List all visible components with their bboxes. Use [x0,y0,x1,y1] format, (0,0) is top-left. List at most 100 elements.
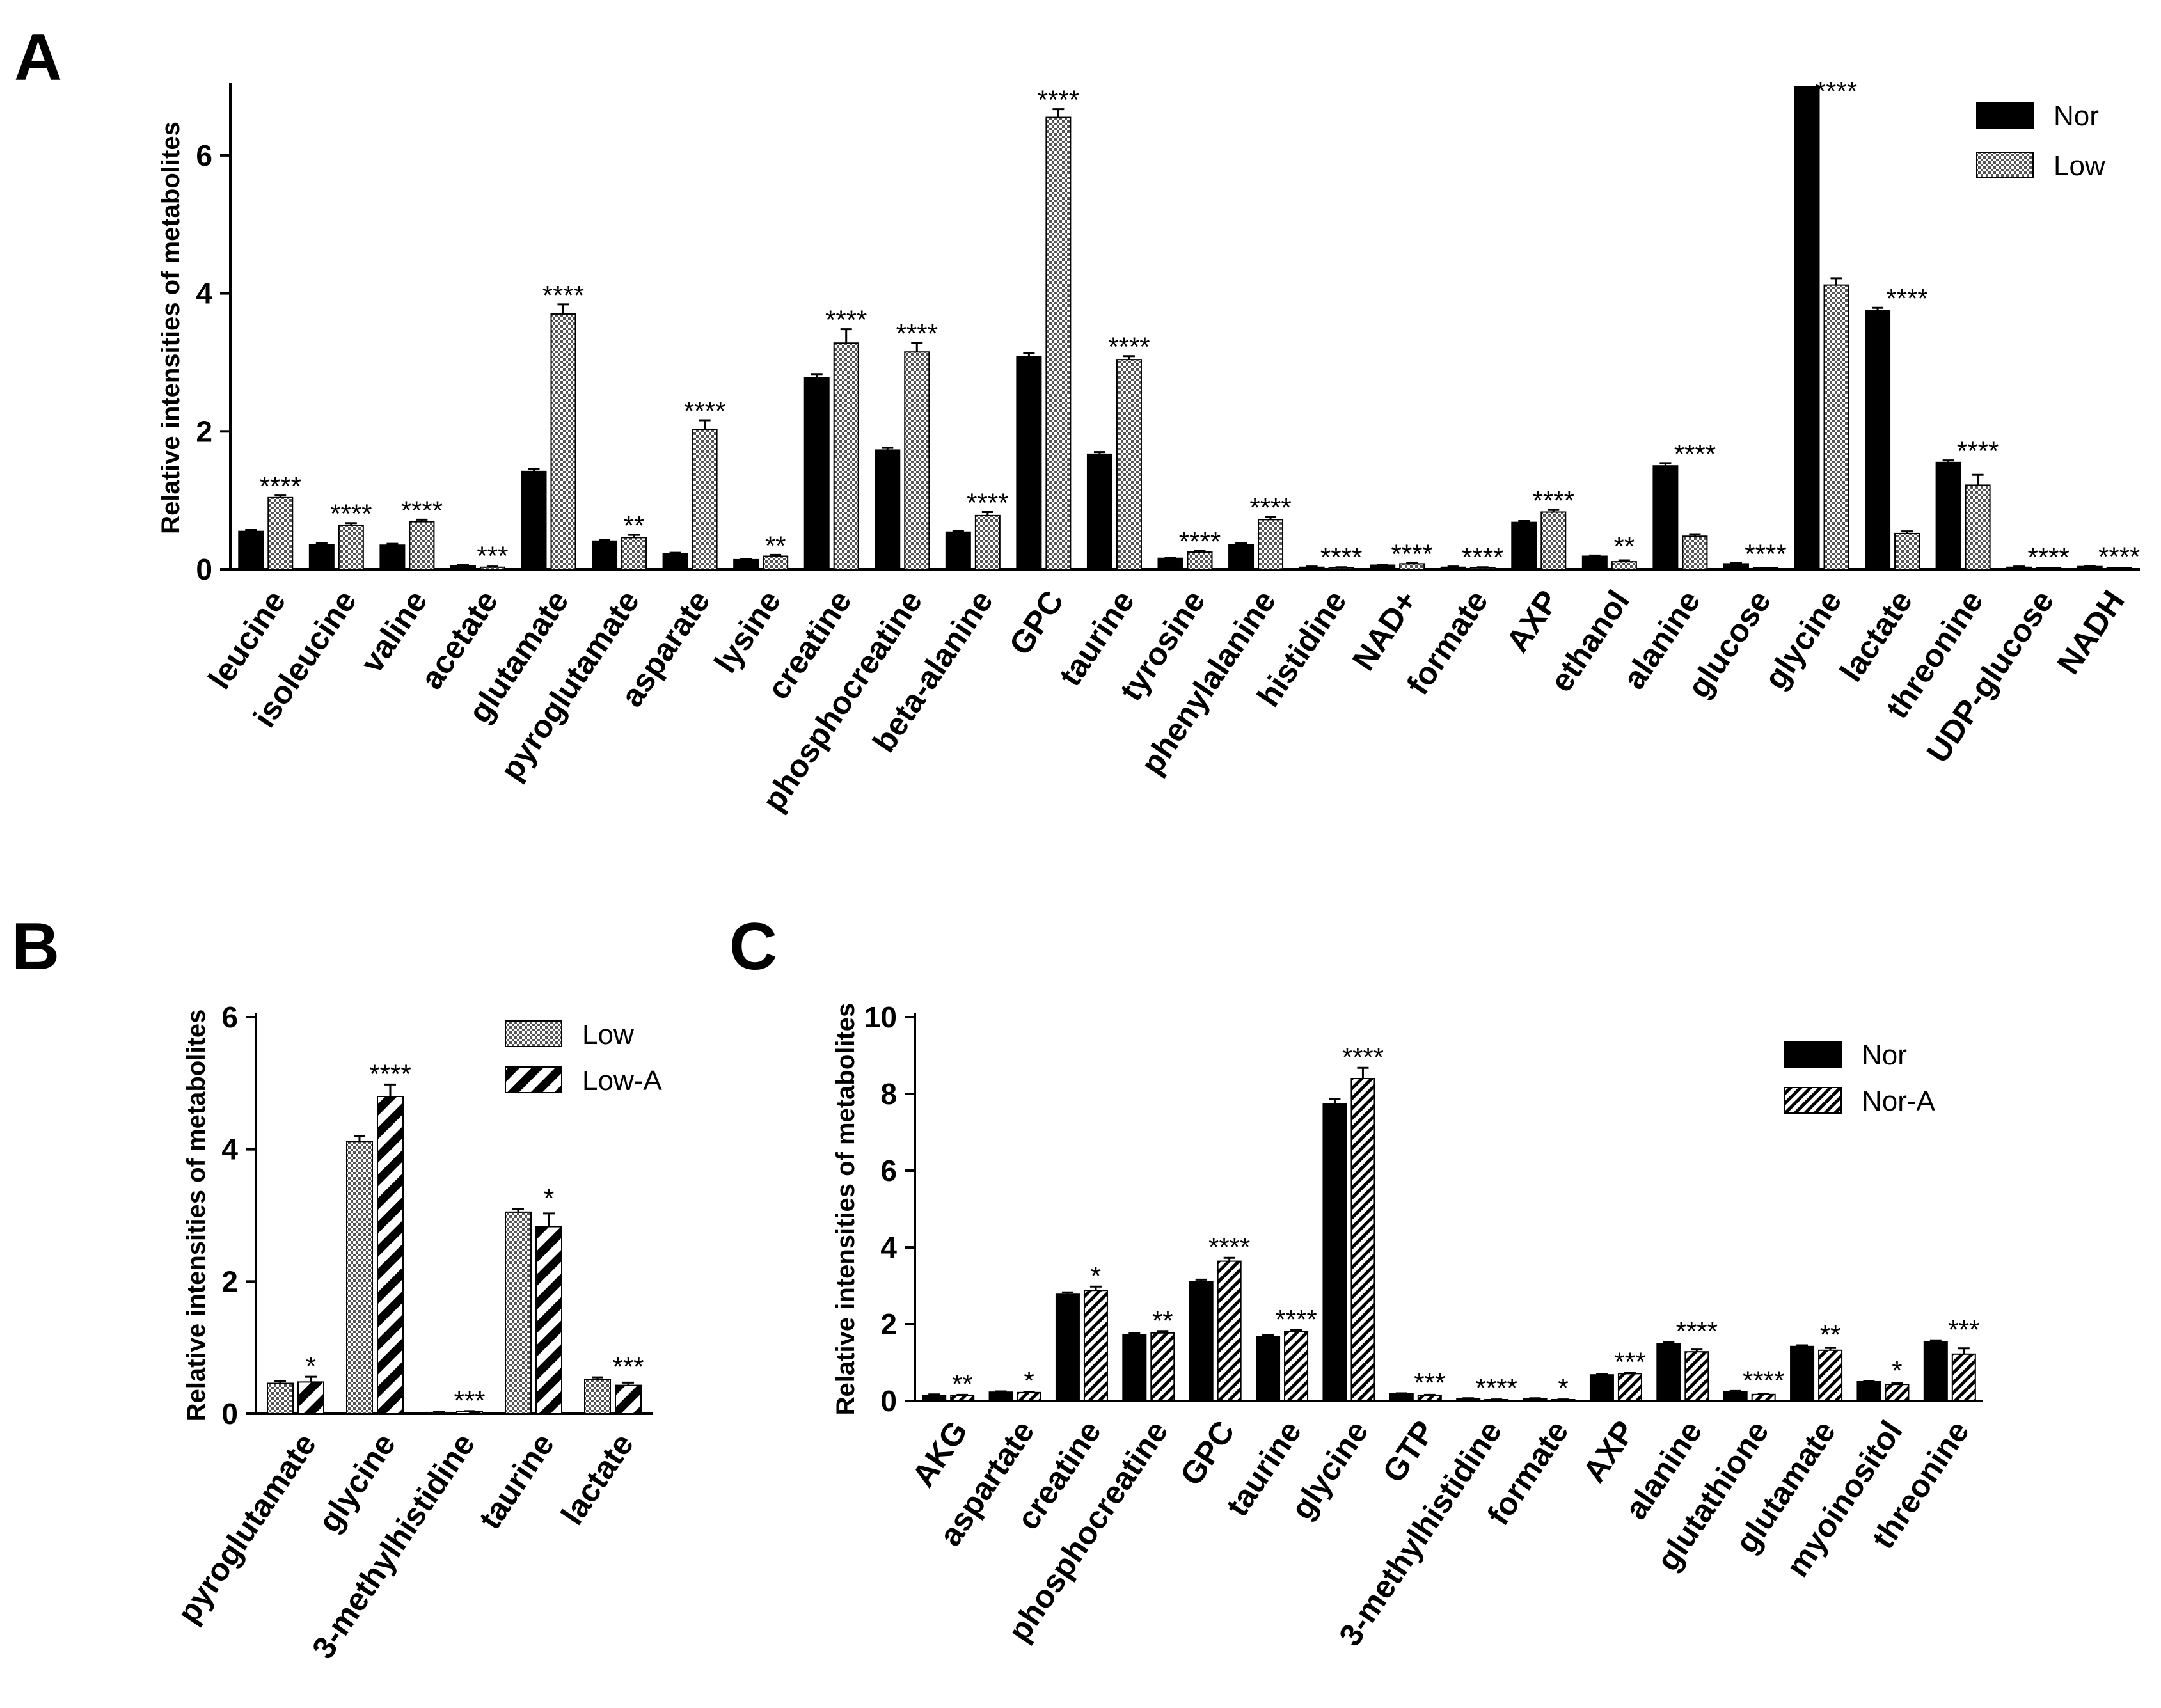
panel-c-significance-myoinositol: * [1892,1356,1902,1386]
panel-a-bar-low-leucine [267,496,294,570]
panel-a-bar-low-alanine [1682,535,1708,571]
panel-b-bar-low-a-pyroglutamate [297,1381,324,1414]
panel-c-ytick-label: 6 [880,1154,897,1187]
panel-a-bar-nor-leucine [238,530,264,571]
panel-c-bar-nor-aspartate [988,1391,1013,1402]
panel-c-bar-nor-akg [922,1395,947,1402]
panel-a-significance-ethanol: ** [1613,531,1635,561]
panel-c-bar-nor-glycine [1322,1103,1347,1402]
panel-c-significance-aspartate: * [1024,1366,1034,1396]
panel-a-bar-low-beta-alanine [974,514,1001,570]
panel-a-bar-nor-phosphocreatine [875,449,901,571]
panel-a-significance-beta-alanine: **** [967,487,1008,518]
panel-a-bar-low-valine [409,521,435,570]
panel-a-bar-nor-axp [1511,521,1537,571]
panel-b-category-3-methylhistidine: 3-methylhistidine [305,1427,482,1665]
panel-b-letter: B [12,910,59,984]
panel-b-significance-glycine: **** [369,1059,411,1089]
panel-c-bar-nor-gpc [1189,1281,1214,1402]
panel-b-bar-low-a-glycine [377,1096,404,1414]
panel-a-significance-axp: **** [1533,486,1574,516]
panel-c-bar-nor-taurine [1256,1336,1281,1402]
panel-a-significance-creatine: **** [825,305,867,335]
panel-a-plot: 0 2 4 6 Relative intensities of metabolites *… [157,76,2140,818]
panel-b-category-pyroglutamate: pyroglutamate [170,1427,323,1630]
panel-c-bar-nor-axp [1589,1374,1614,1402]
panel-c-category-akg: AKG [905,1414,975,1493]
panel-c-ytick-label: 0 [880,1384,897,1418]
panel-a-significance-threonine: **** [1957,436,1999,466]
panel-c-significance-axp: *** [1614,1347,1645,1377]
panel-a-significance-isoleucine: **** [330,499,372,529]
panel-a-significance-leucine: **** [260,471,301,502]
panel-c-legend-swatch-nor [1784,1041,1842,1068]
panel-a-significance-gpc: **** [1038,85,1079,115]
panel-a-bar-nor-asparate [662,553,688,571]
panel-a-significance-phosphocreatine: **** [896,319,938,349]
panel-a-bar-nor-threonine [1935,461,1961,570]
panel-c-significance-gpc: **** [1208,1232,1250,1262]
panel-c-significance-glutamate: ** [1820,1320,1841,1350]
panel-a-significance-histidine: **** [1320,542,1362,573]
panel-a-significance-lysine: ** [765,530,786,560]
panel-a-bar-low-nadh [2106,567,2132,570]
panel-a-bar-low-isoleucine [338,524,364,571]
panel-a-legend-label-nor: Nor [2054,100,2099,132]
panel-c-significance-alanine: **** [1676,1317,1718,1347]
panel-a-significance-glycine: **** [1816,76,1857,106]
panel-a-bar-nor-glutamate [521,470,547,570]
panel-b-ytick-label: 0 [221,1397,238,1430]
panel-b-bar-low-lactate [584,1379,611,1414]
panel-a-significance-alanine: **** [1674,439,1716,469]
panel-a-bar-low-phenylalanine [1258,519,1284,570]
panel-a-significance-nad: **** [1391,539,1432,569]
panel-c-bar-nor-a-gpc [1217,1260,1242,1402]
panel-c-legend-swatch-nor-a [1784,1087,1842,1114]
panel-c-bar-nor-myoinositol [1856,1381,1881,1402]
panel-a-category-nadh: NADH [2050,584,2132,681]
panel-a-bar-nor-phenylalanine [1228,544,1255,571]
panel-c-bar-nor-creatine [1055,1293,1080,1402]
panel-a-ytick-label: 6 [196,139,212,172]
panel-c-ytick-label: 2 [880,1308,897,1341]
panel-b-ytick-label: 4 [221,1133,238,1166]
panel-c-category-gtp: GTP [1375,1414,1442,1489]
panel-a-y-label: Relative intensities of metabolites [157,122,185,534]
panel-b-bar-low-pyroglutamate [267,1382,294,1414]
panel-c-significance-creatine: * [1091,1261,1101,1291]
panel-c-bar-nor-a-myoinositol [1885,1384,1910,1402]
panel-a-bar-low-lactate [1894,532,1920,571]
panel-a-bar-low-glutamate [550,313,576,570]
panel-b-significance-pyroglutamate: * [306,1351,316,1381]
panel-c-significance-3-methylhistidine: **** [1475,1373,1517,1403]
panel-a-bar-nor-valine [379,544,406,570]
panel-a-bar-nor-lysine [733,558,759,571]
panel-c-legend-label-nor: Nor [1862,1040,1907,1071]
panel-a-significance-glucose: **** [1745,539,1786,569]
panel-c-category-gpc: GPC [1173,1414,1242,1492]
panel-c-ytick-label: 8 [880,1077,897,1111]
panel-c-ytick-label: 10 [864,1000,897,1034]
panel-a-significance-taurine: **** [1108,332,1150,362]
panel-a-bar-low-phosphocreatine [904,351,930,570]
panel-a-ytick-label: 0 [196,553,212,586]
panel-a-significance-tyrosine: **** [1179,526,1221,557]
panel-a-significance-acetate: *** [477,541,508,571]
panel-a-bar-nor-ethanol [1581,555,1608,570]
panel-a-letter: A [14,20,62,95]
panel-b-bar-low-glycine [346,1141,373,1415]
panel-c-significance-taurine: **** [1275,1304,1317,1334]
panel-c-significance-formate: * [1558,1373,1568,1403]
panel-c-bar-nor-a-axp [1617,1373,1642,1402]
panel-a-ytick-label: 4 [196,277,212,310]
panel-a-legend-label-low: Low [2054,150,2105,182]
panel-b-ytick-label: 6 [221,1000,238,1034]
panel-c-bar-nor-phosphocreatine [1122,1334,1147,1402]
panel-a-bar-nor-beta-alanine [945,531,971,570]
panel-a-significance-glutamate: **** [542,280,584,310]
panel-c-ytick-label: 4 [880,1231,897,1264]
panel-a-significance-formate: **** [1462,542,1503,573]
